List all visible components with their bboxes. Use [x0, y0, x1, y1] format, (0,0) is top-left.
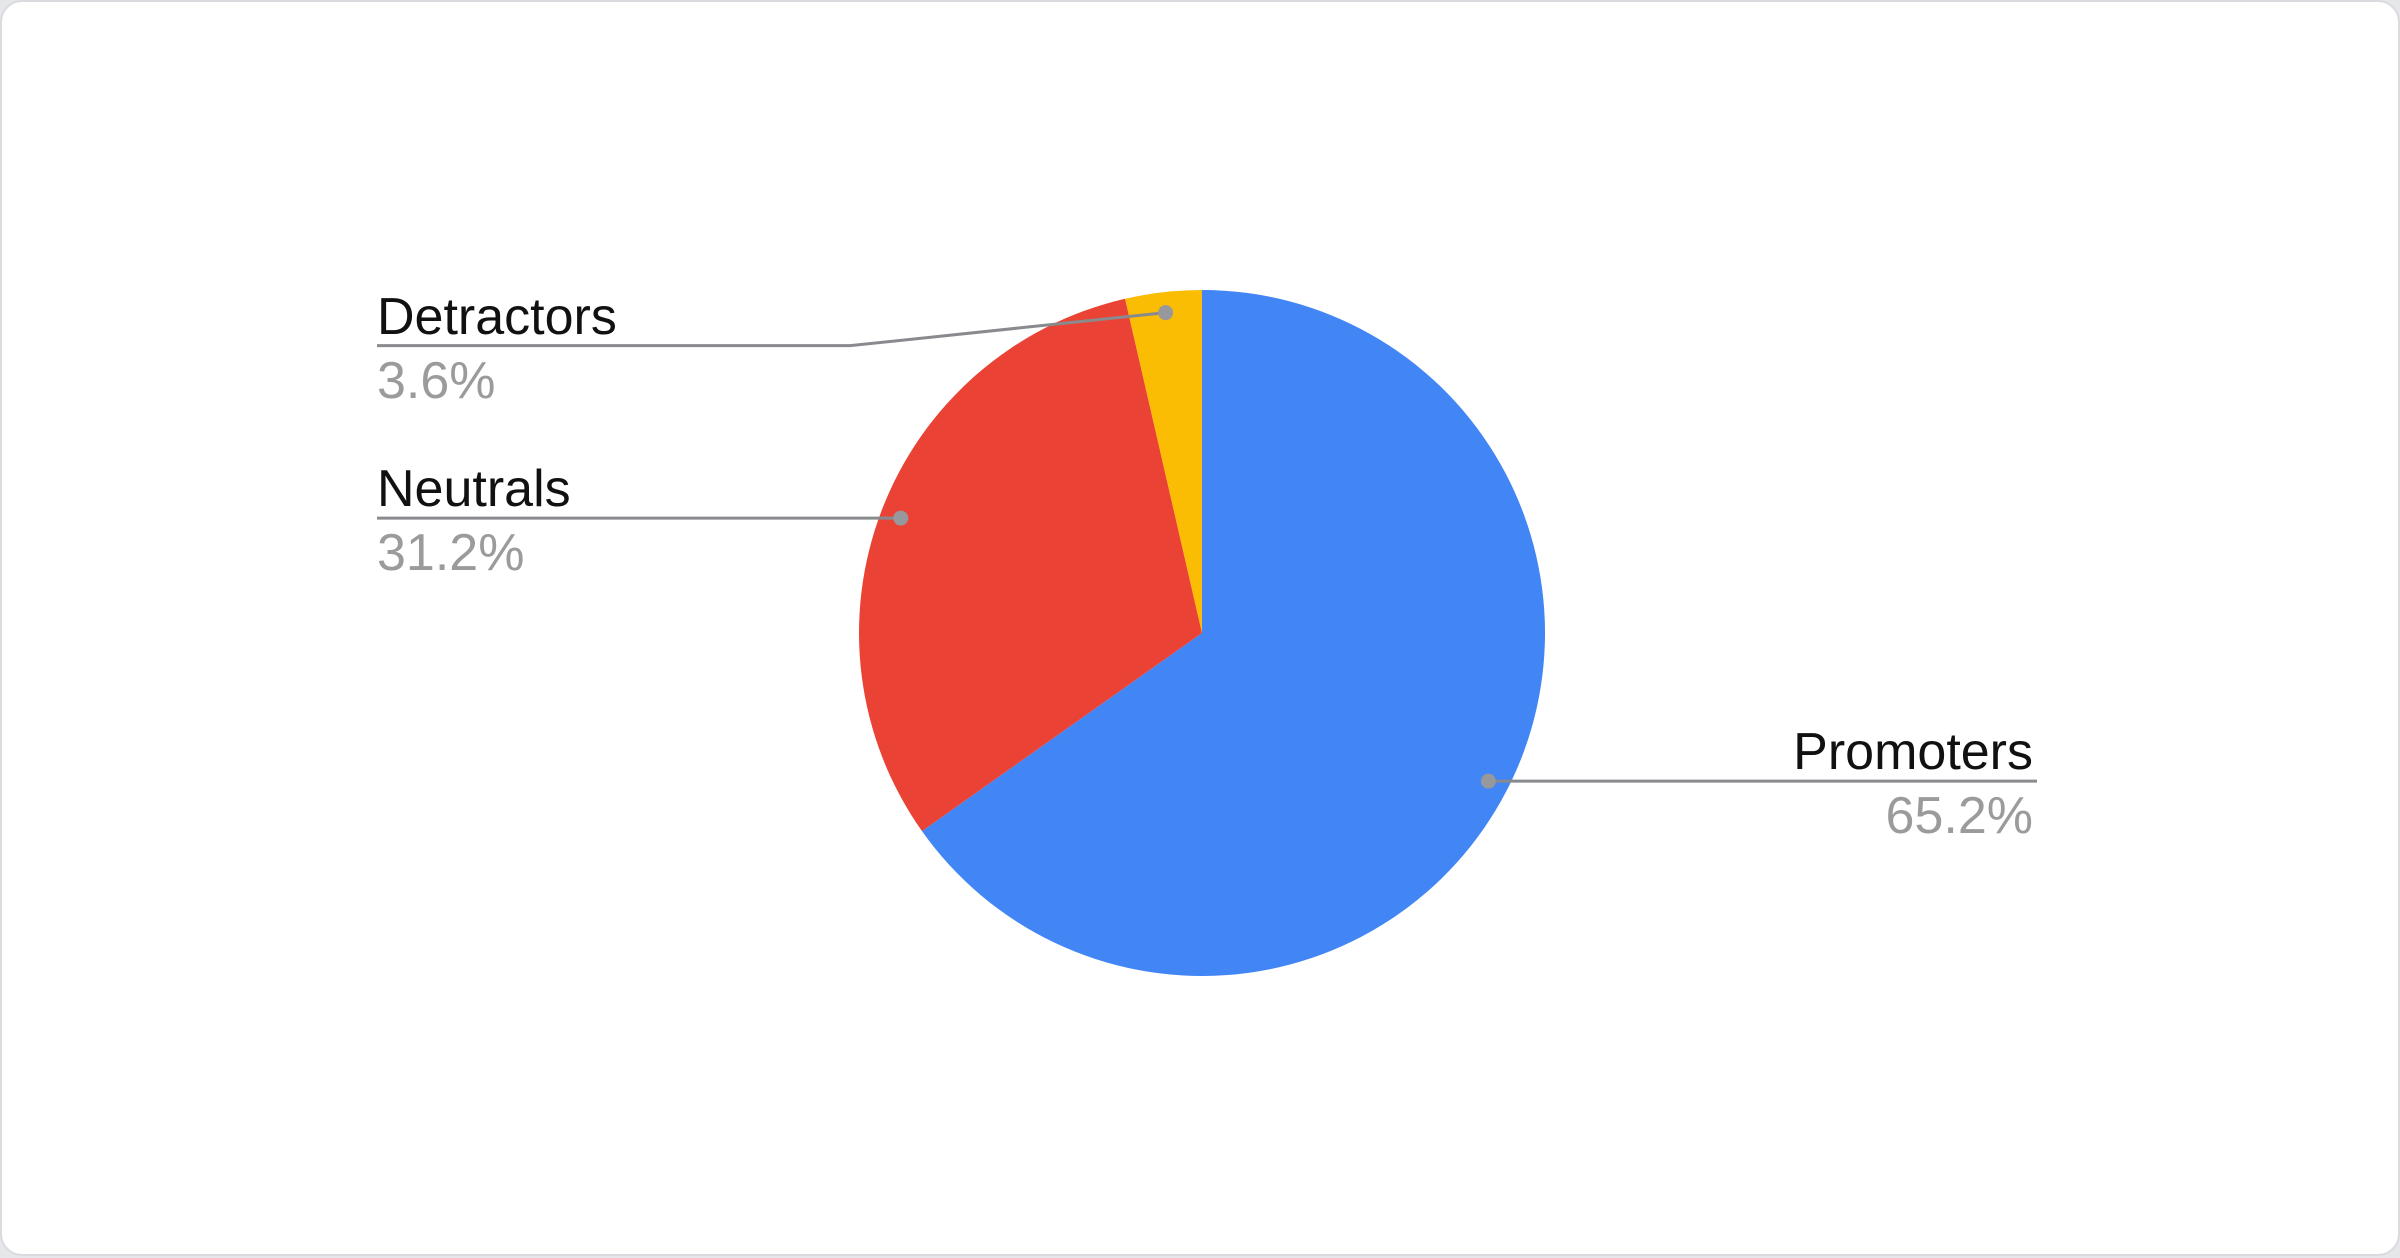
slice-percent-neutrals: 31.2% [377, 524, 525, 583]
callout-detractors: Detractors 3.6% [377, 288, 617, 410]
callout-neutrals: Neutrals 31.2% [377, 460, 571, 582]
slice-label-detractors: Detractors [377, 287, 617, 346]
slice-percent-promoters: 65.2% [1885, 787, 2033, 846]
callout-promoters: Promoters 65.2% [1793, 723, 2033, 845]
slice-label-promoters: Promoters [1793, 723, 2033, 782]
leader-dot-promoters [1480, 773, 1496, 789]
leader-dot-neutrals [893, 510, 909, 526]
pie-slice-neutrals[interactable] [859, 298, 1202, 832]
pie-slice-detractors[interactable] [1125, 290, 1202, 633]
slice-percent-detractors: 3.6% [377, 351, 496, 410]
pie-slice-promoters[interactable] [922, 290, 1546, 976]
leader-lines [377, 305, 2037, 789]
leader-dot-detractors [1158, 305, 1174, 321]
slice-label-neutrals: Neutrals [377, 460, 571, 519]
pie-slices [859, 290, 1546, 976]
leader-line-detractors [377, 311, 1166, 348]
